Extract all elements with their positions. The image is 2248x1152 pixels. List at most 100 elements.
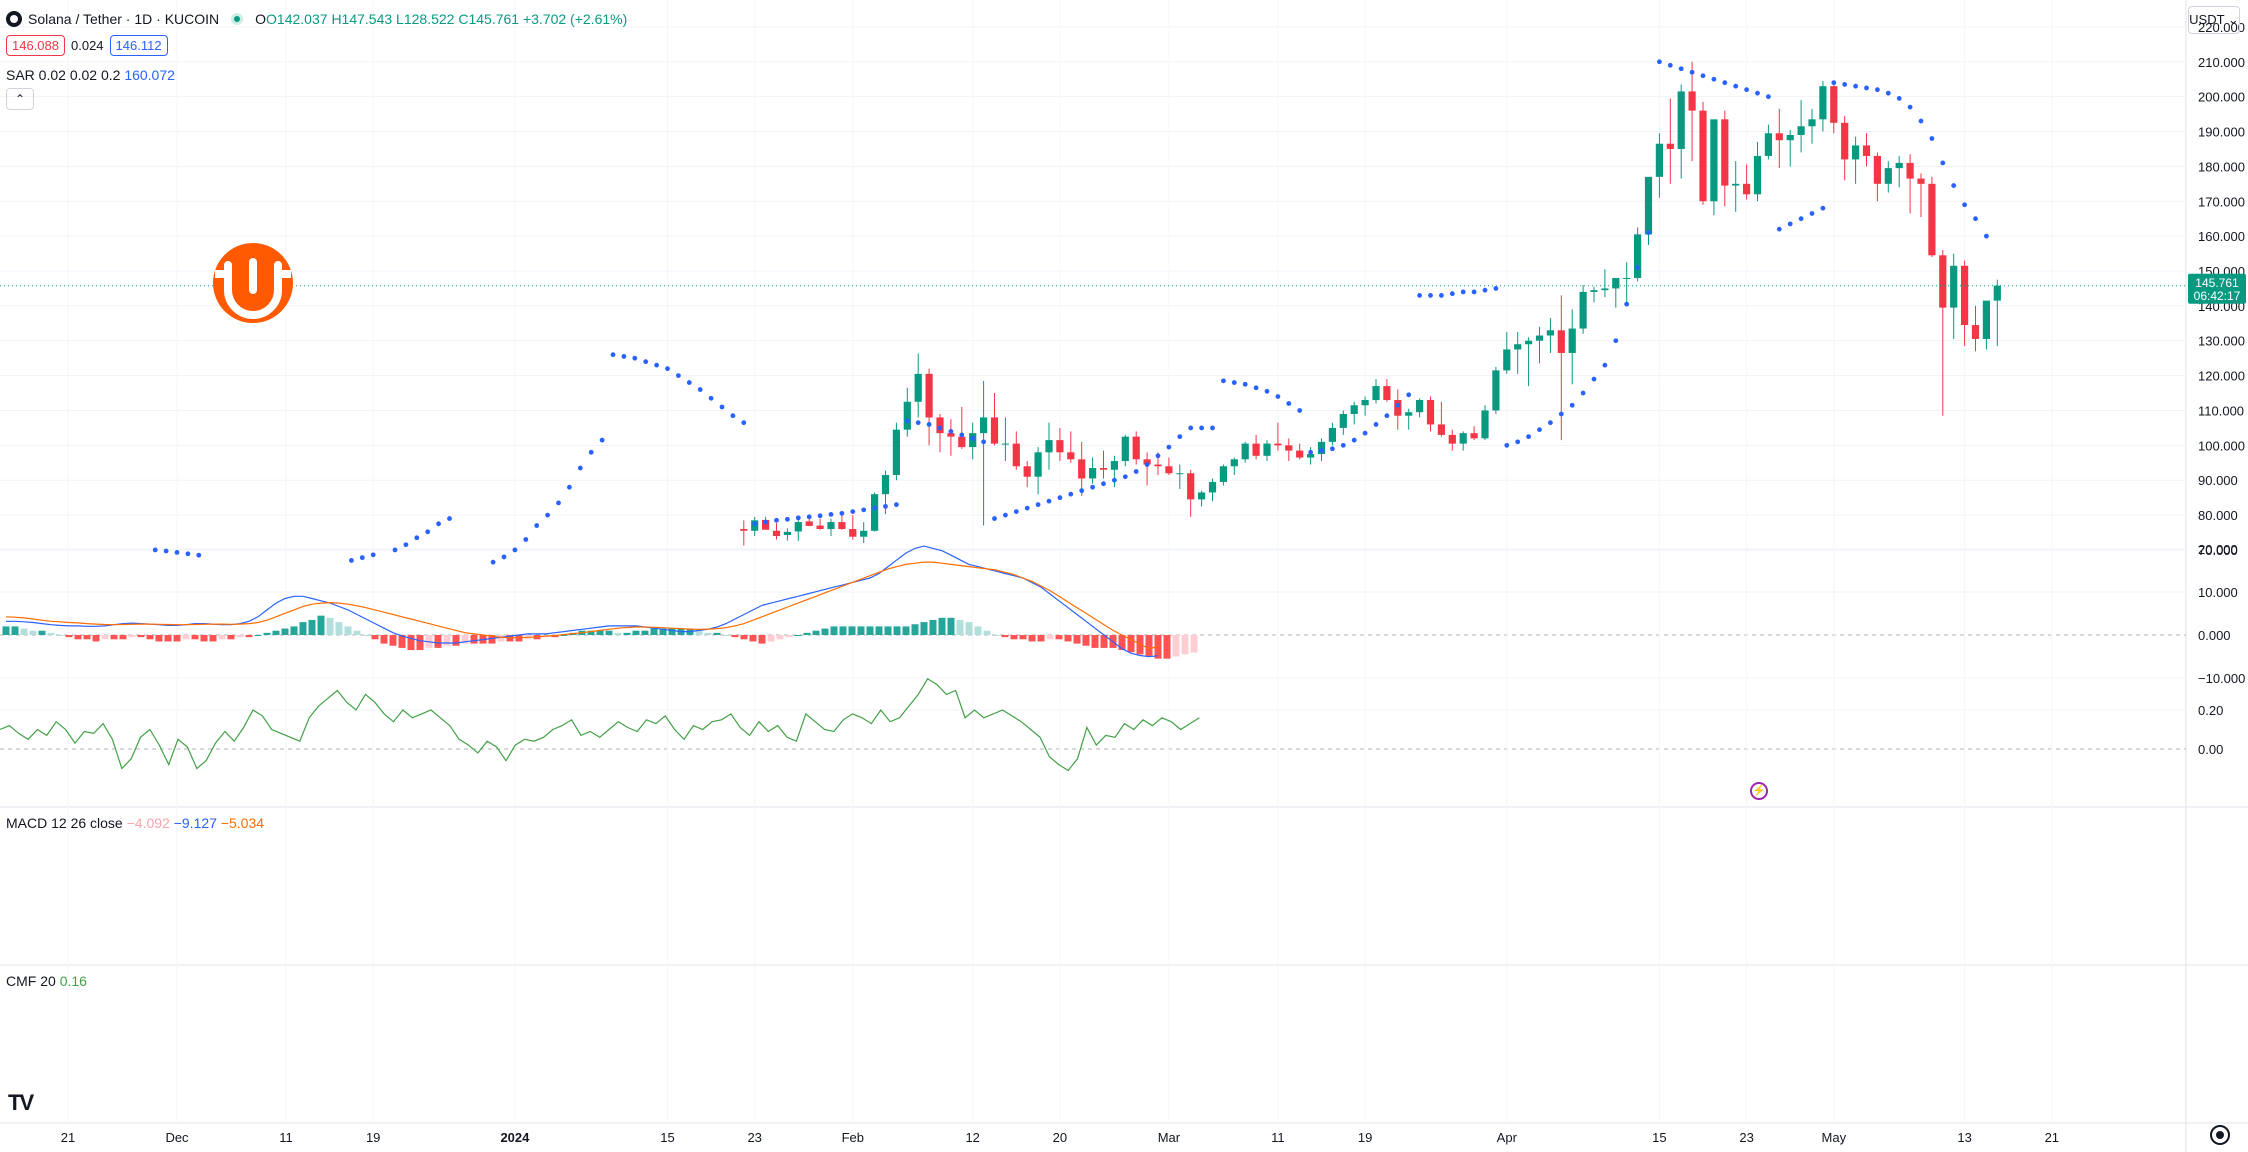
sar-dot bbox=[1766, 94, 1771, 100]
sar-dot bbox=[1155, 453, 1161, 459]
sar-dot bbox=[686, 380, 692, 385]
sar-dot bbox=[1700, 73, 1706, 79]
sar-dot bbox=[1733, 83, 1739, 89]
macd-hist-bar bbox=[83, 635, 91, 640]
macd-hist-bar bbox=[488, 635, 496, 644]
sar-dot bbox=[752, 521, 758, 527]
sar-dot bbox=[1624, 301, 1630, 307]
sell-price-button[interactable]: 146.088 bbox=[6, 35, 65, 56]
symbol-title[interactable]: Solana / Tether · 1D · KUCOIN bbox=[28, 11, 220, 27]
settings-icon[interactable] bbox=[2210, 1125, 2230, 1145]
collapse-icon[interactable]: ⌃ bbox=[6, 88, 34, 110]
candle-body bbox=[1666, 143, 1674, 149]
macd-hist-bar bbox=[236, 635, 244, 638]
candle-body bbox=[1110, 461, 1118, 470]
sar-dot bbox=[1362, 430, 1368, 436]
macd-hist-bar bbox=[650, 628, 658, 635]
candle-body bbox=[958, 436, 966, 448]
macd-hist-bar bbox=[839, 626, 847, 635]
cmf-legend[interactable]: CMF 20 0.16 bbox=[6, 972, 87, 990]
macd-hist-bar bbox=[1055, 635, 1063, 640]
market-status-icon bbox=[231, 13, 244, 25]
candle-body bbox=[783, 531, 791, 535]
macd-hist-bar bbox=[1100, 635, 1108, 648]
macd-hist-bar bbox=[767, 635, 775, 642]
macd-hist-bar bbox=[182, 635, 190, 640]
macd-hist-bar bbox=[992, 635, 1000, 636]
sar-dot bbox=[1395, 402, 1401, 408]
sar-dot bbox=[163, 548, 169, 554]
cmf-line bbox=[0, 677, 1200, 772]
sar-dot bbox=[523, 537, 529, 542]
candle-body bbox=[1808, 119, 1816, 127]
sar-dot bbox=[425, 529, 431, 535]
macd-hist-bar bbox=[308, 619, 316, 635]
price-tick-label: 110.000 bbox=[2198, 403, 2244, 418]
candle-body bbox=[1252, 443, 1260, 456]
sar-dot bbox=[654, 362, 659, 368]
sar-dot bbox=[959, 432, 965, 438]
price-tick-label: 70.000 bbox=[2198, 543, 2238, 558]
sar-dot bbox=[1460, 289, 1466, 295]
candle-body bbox=[1503, 349, 1511, 371]
price-tick-label: 130.000 bbox=[2198, 334, 2245, 349]
candle-body bbox=[1993, 285, 2001, 301]
candle-body bbox=[1982, 300, 1990, 339]
buy-price-button[interactable]: 146.112 bbox=[109, 35, 168, 56]
sar-dot bbox=[1896, 95, 1902, 101]
sar-dot bbox=[883, 503, 888, 509]
sar-dot bbox=[414, 535, 420, 541]
sar-dot bbox=[1744, 87, 1749, 93]
macd-signal-line bbox=[5, 561, 1159, 650]
time-tick-label: May bbox=[1822, 1130, 1847, 1145]
cmf-label: CMF 20 bbox=[6, 973, 56, 989]
sar-dot bbox=[926, 422, 932, 427]
sar-dot bbox=[1242, 381, 1248, 387]
sar-dot bbox=[1046, 498, 1052, 504]
macd-hist-bar bbox=[200, 635, 208, 642]
candle-body bbox=[903, 401, 911, 430]
macd-hist-bar bbox=[596, 630, 604, 635]
macd-hist-bar bbox=[227, 635, 235, 640]
macd-hist-bar bbox=[632, 630, 640, 635]
macd-hist-bar bbox=[920, 622, 928, 635]
macd-legend[interactable]: MACD 12 26 close −4.092 −9.127 −5.034 bbox=[6, 814, 264, 832]
sar-dot bbox=[1449, 291, 1455, 297]
price-tick-label: 210.000 bbox=[2198, 55, 2245, 70]
candle-body bbox=[1852, 145, 1860, 160]
macd-hist-bar bbox=[2, 626, 10, 635]
sar-dot bbox=[185, 551, 191, 557]
time-tick-label: 13 bbox=[1957, 1130, 1971, 1145]
countdown-label: 06:42:17 bbox=[2194, 289, 2241, 303]
candle-body bbox=[1187, 473, 1195, 500]
candle-body bbox=[1732, 183, 1740, 186]
macd-hist-bar bbox=[353, 630, 361, 635]
currency-selector[interactable]: USDT ⌄ bbox=[2188, 6, 2240, 34]
sar-legend[interactable]: SAR 0.02 0.02 0.2 160.072 bbox=[6, 66, 175, 84]
candle-body bbox=[1089, 468, 1097, 479]
macd-hist-bar bbox=[11, 626, 19, 635]
sar-dot bbox=[1275, 394, 1281, 399]
high-value: H147.543 bbox=[331, 11, 393, 27]
lightning-icon[interactable]: ⚡ bbox=[1750, 782, 1768, 800]
sar-dot bbox=[839, 510, 845, 516]
macd-tick-label: −10.000 bbox=[2198, 671, 2245, 686]
candle-body bbox=[947, 433, 955, 437]
candle-body bbox=[1939, 255, 1947, 308]
sar-dot bbox=[1057, 495, 1063, 501]
candle-body bbox=[1873, 155, 1881, 184]
sar-dot bbox=[1711, 76, 1717, 82]
sar-dot bbox=[774, 517, 779, 523]
macd-hist-bar bbox=[938, 617, 946, 635]
sar-dot bbox=[1035, 502, 1041, 508]
sar-dot bbox=[1308, 449, 1313, 455]
candle-body bbox=[1198, 492, 1206, 500]
sar-dot bbox=[501, 554, 507, 560]
macd-hist-bar bbox=[434, 635, 442, 648]
tradingview-logo-icon[interactable]: TV bbox=[8, 1090, 34, 1115]
macd-hist-bar bbox=[56, 635, 64, 636]
price-tick-label: 90.000 bbox=[2198, 473, 2238, 488]
sar-dot bbox=[403, 542, 409, 548]
macd-hist-bar bbox=[947, 617, 955, 635]
